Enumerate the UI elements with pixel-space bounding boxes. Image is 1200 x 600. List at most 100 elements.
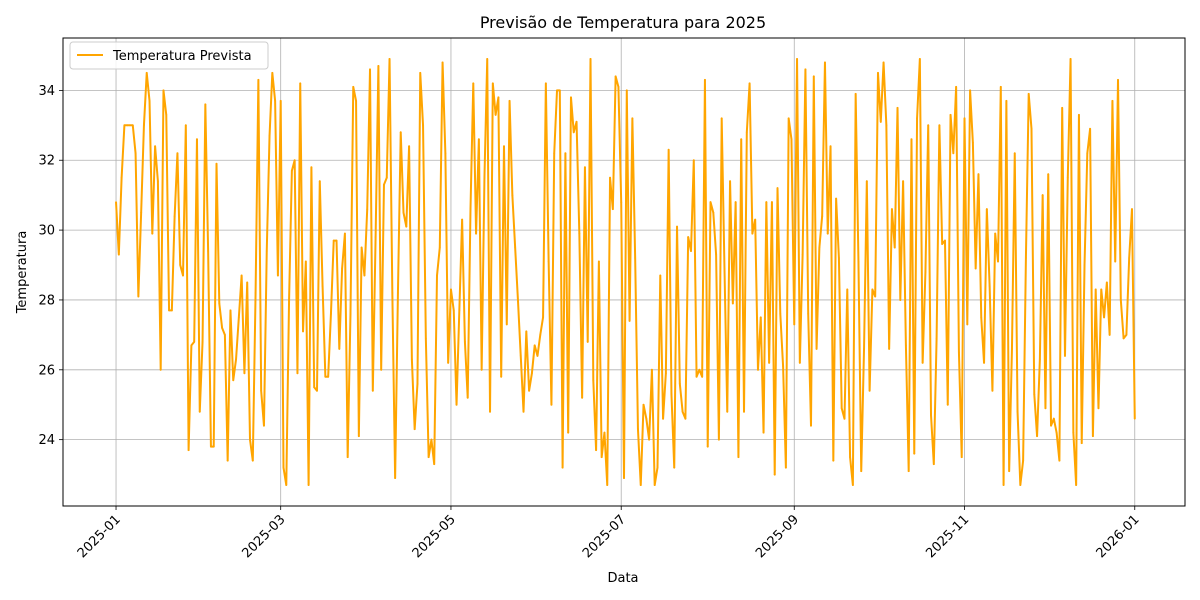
data-point (997, 260, 999, 263)
data-point (729, 180, 731, 183)
data-point (556, 89, 558, 92)
y-tick-label: 32 (38, 154, 55, 169)
data-point (606, 484, 609, 486)
data-point (718, 438, 720, 441)
data-point (430, 438, 433, 441)
y-axis: 24 26 28 30 32 34 (38, 84, 63, 448)
data-point (517, 299, 519, 301)
data-point (1111, 99, 1114, 102)
data-point (134, 152, 137, 155)
data-point (930, 414, 932, 417)
data-point (941, 243, 944, 245)
data-point (572, 131, 575, 134)
data-point (341, 267, 343, 270)
data-point (157, 180, 159, 183)
data-point (832, 459, 835, 462)
data-point (215, 162, 218, 165)
data-point (131, 124, 134, 127)
data-point (528, 389, 530, 392)
data-point (282, 466, 285, 469)
data-point (374, 236, 377, 238)
data-point (151, 232, 154, 235)
data-point (388, 58, 391, 60)
data-point (503, 145, 505, 148)
data-point (743, 410, 745, 413)
data-point (159, 368, 162, 371)
data-point (651, 368, 653, 371)
data-point (681, 410, 684, 413)
data-point (692, 159, 695, 162)
y-tick-label: 24 (38, 433, 55, 448)
data-point (1052, 417, 1055, 420)
data-point (360, 246, 363, 249)
data-point (344, 232, 346, 235)
data-point (946, 403, 949, 406)
data-point (623, 477, 625, 479)
data-point (1044, 407, 1047, 410)
data-point (533, 344, 536, 347)
data-point (447, 361, 450, 364)
data-point (1092, 435, 1094, 438)
data-point (544, 82, 547, 85)
data-point (1080, 442, 1083, 445)
data-point (561, 466, 564, 469)
data-point (154, 145, 157, 148)
data-point (547, 260, 550, 263)
data-point (690, 250, 692, 252)
data-point (645, 417, 648, 420)
data-point (854, 92, 857, 95)
data-point (1027, 92, 1030, 95)
data-point (1108, 333, 1111, 336)
data-point (584, 166, 586, 169)
data-point (932, 463, 935, 465)
data-point (302, 330, 304, 333)
data-point (274, 99, 277, 102)
data-point (539, 333, 542, 336)
data-point (918, 58, 921, 60)
data-point (461, 218, 464, 221)
data-point (184, 124, 187, 127)
data-point (648, 438, 651, 441)
data-point (327, 375, 330, 378)
data-point (720, 117, 723, 120)
data-point (916, 117, 918, 120)
data-point (550, 403, 553, 406)
data-point (860, 470, 863, 472)
data-point (944, 239, 946, 242)
data-point (1005, 99, 1008, 102)
data-point (422, 124, 424, 127)
legend-box (69, 41, 269, 70)
data-point (475, 232, 477, 235)
data-point (597, 260, 600, 263)
data-point (212, 445, 215, 448)
data-point (304, 260, 307, 263)
data-point (771, 201, 773, 204)
data-point (885, 124, 888, 127)
data-point (835, 197, 838, 200)
data-point (963, 117, 966, 120)
data-point (999, 86, 1002, 88)
data-point (581, 396, 584, 399)
data-point (570, 96, 572, 99)
data-point (494, 113, 497, 116)
data-point (589, 58, 592, 60)
data-point (1008, 470, 1011, 472)
data-point (1002, 484, 1005, 486)
data-point (851, 484, 854, 486)
data-point (634, 257, 637, 259)
data-point (815, 347, 818, 350)
data-point (296, 372, 299, 375)
data-point (924, 271, 927, 273)
data-point (773, 473, 776, 476)
data-point (290, 169, 293, 172)
data-point (1022, 459, 1025, 462)
data-point (179, 264, 182, 266)
data-point (268, 134, 271, 137)
data-point (288, 299, 290, 301)
data-point (416, 382, 419, 385)
data-point (983, 361, 985, 364)
data-point (1038, 358, 1041, 361)
data-point (1011, 347, 1013, 350)
data-point (419, 72, 422, 74)
data-point (567, 431, 570, 434)
